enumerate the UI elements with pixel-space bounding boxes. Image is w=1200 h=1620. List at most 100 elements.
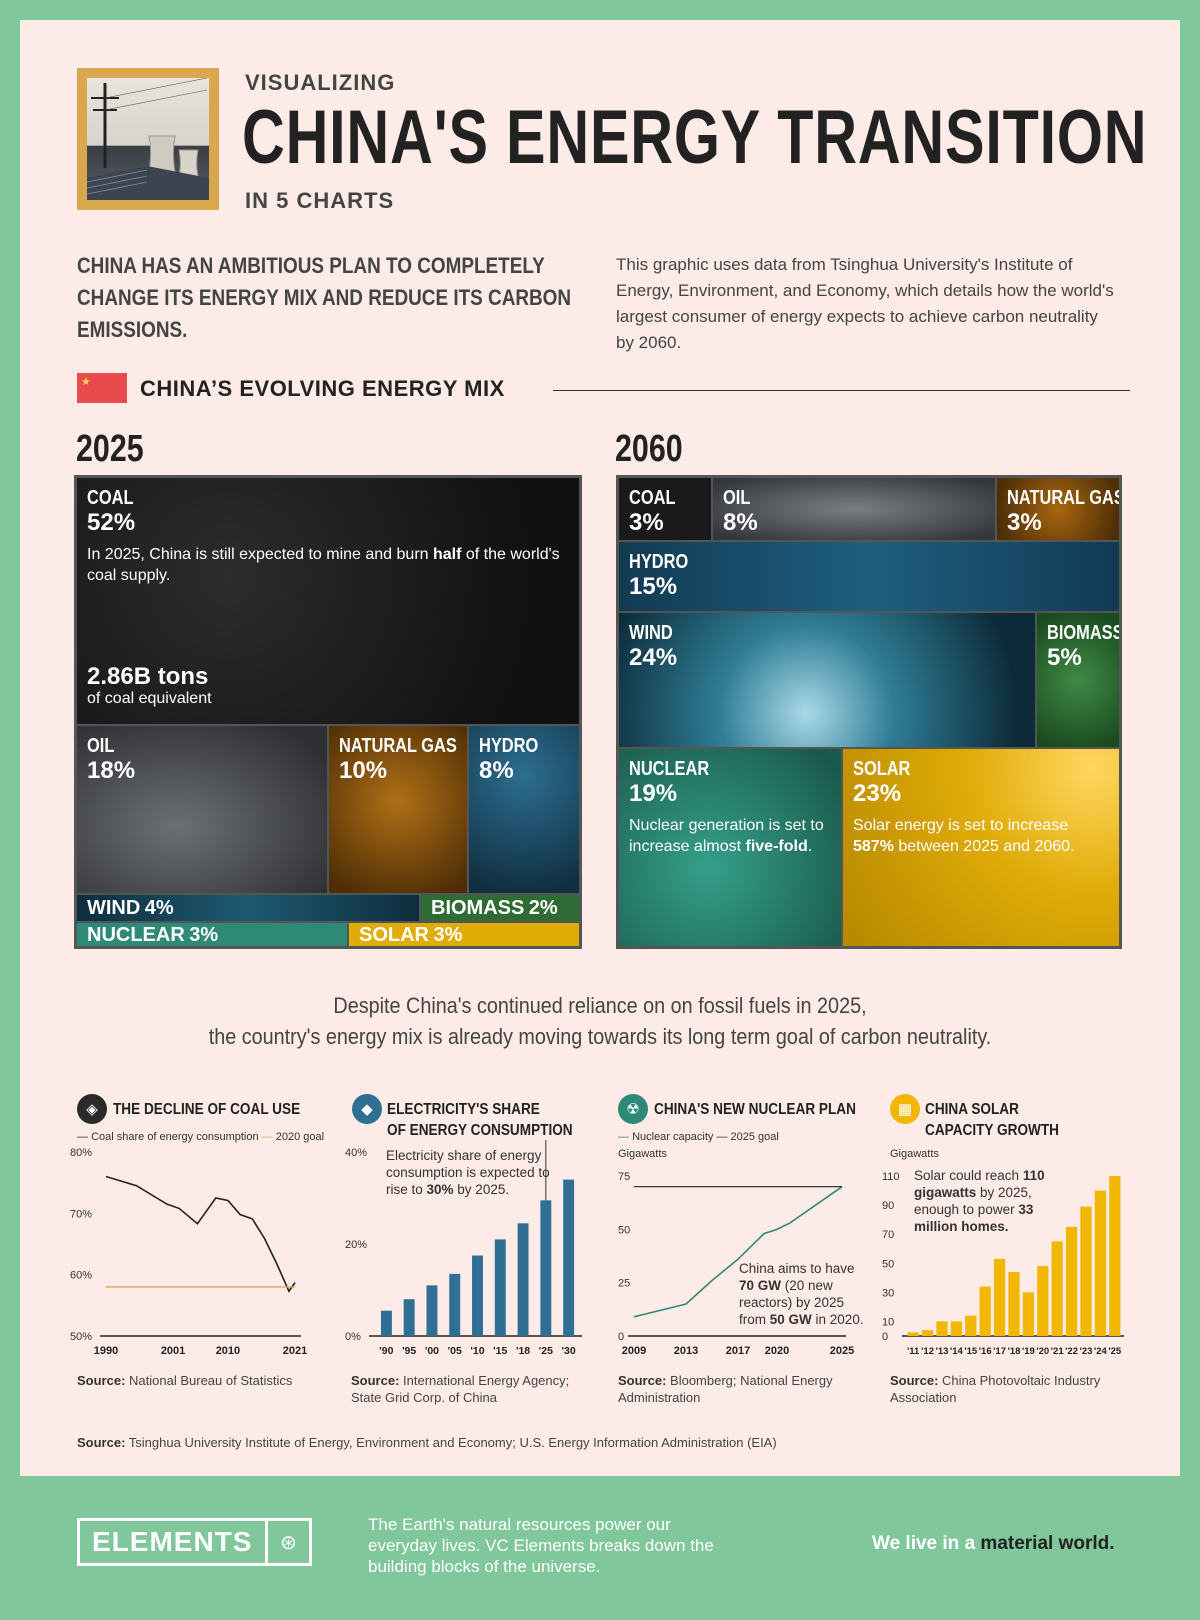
china-flag-icon <box>77 373 127 403</box>
tile-2060-biomass: BIOMASS 5% <box>1037 613 1119 747</box>
coal-stat-value: 2.86B tons <box>87 663 209 690</box>
treemap-2025: COAL 52% In 2025, China is still expecte… <box>74 475 582 949</box>
main-source: Source: Tsinghua University Institute of… <box>77 1435 777 1450</box>
radiation-icon: ☢ <box>618 1094 648 1124</box>
bar <box>426 1285 438 1336</box>
summary-line-1: Despite China's continued reliance on on… <box>333 993 867 1018</box>
tile-value: 15% <box>629 573 678 600</box>
x-tick-label: '23 <box>1080 1346 1093 1357</box>
header-kicker: VISUALIZING <box>245 70 396 95</box>
y-tick-label: 20% <box>345 1239 367 1251</box>
bar <box>380 1310 392 1336</box>
footer-description: The Earth's natural resources power our … <box>368 1515 714 1576</box>
y-tick-label: 0% <box>345 1331 361 1343</box>
header-photo-frame <box>77 68 219 210</box>
x-tick-label: '11 <box>907 1346 920 1357</box>
tile-2025-hydro: HYDRO 8% <box>469 726 579 893</box>
nuclear-description: Nuclear generation is set to increase al… <box>629 817 824 855</box>
solar-chart-title: CHINA SOLAR CAPACITY GROWTH <box>925 1101 1059 1139</box>
power-plant-icon <box>87 78 209 200</box>
coal-chart-title: THE DECLINE OF COAL USE <box>113 1101 301 1118</box>
tile-value: 4% <box>144 897 174 919</box>
y-tick-label: 75 <box>618 1171 630 1183</box>
x-tick-label: '20 <box>1036 1346 1049 1357</box>
x-tick-label: 2017 <box>726 1345 750 1357</box>
tile-label: NATURAL GAS <box>1007 487 1119 509</box>
x-tick-label: '13 <box>936 1346 949 1357</box>
bar <box>1008 1272 1020 1336</box>
bar <box>1094 1190 1107 1336</box>
x-tick-label: '24 <box>1094 1346 1108 1357</box>
solar-panel-icon: ▦ <box>890 1094 920 1124</box>
bar <box>921 1330 934 1336</box>
tile-2025-natural-gas: NATURAL GAS 10% <box>329 726 467 893</box>
tile-2060-nuclear: NUCLEAR 19% Nuclear generation is set to… <box>619 749 841 946</box>
x-tick-label: '15 <box>964 1346 978 1357</box>
tile-label: SOLAR <box>853 758 911 780</box>
tile-2025-biomass: BIOMASS 2% <box>421 895 579 921</box>
coal-chart-legend: — Coal share of energy consumption — 202… <box>77 1131 325 1143</box>
tile-2060-coal: COAL 3% <box>619 478 711 540</box>
summary-text: Despite China's continued reliance on on… <box>60 990 1140 1052</box>
x-tick-label: '16 <box>979 1346 992 1357</box>
elements-logo: ELEMENTS ⊛ <box>77 1518 312 1566</box>
tile-label: OIL <box>723 487 751 509</box>
intro-description: This graphic uses data from Tsinghua Uni… <box>616 255 1114 352</box>
electricity-chart-source: Source: International Energy Agency; Sta… <box>351 1373 570 1405</box>
x-tick-label: 2001 <box>161 1345 185 1357</box>
x-tick-label: '18 <box>1008 1346 1021 1357</box>
bar <box>517 1223 529 1336</box>
tile-value: 24% <box>629 644 678 671</box>
solar-chart-source: Source: China Photovoltaic Industry Asso… <box>890 1373 1101 1405</box>
bar <box>449 1273 461 1336</box>
y-tick-label: 40% <box>345 1147 367 1159</box>
x-tick-label: '90 <box>379 1345 393 1357</box>
tile-label: COAL <box>629 487 676 509</box>
x-tick-label: 2020 <box>765 1345 789 1357</box>
tile-value: 3% <box>1007 509 1042 536</box>
brand-name: ELEMENTS <box>92 1526 253 1557</box>
tile-2025-wind: WIND 4% <box>77 895 419 921</box>
tile-2025-coal: COAL 52% In 2025, China is still expecte… <box>77 478 579 724</box>
tile-label: OIL <box>87 735 115 757</box>
bar <box>965 1315 977 1336</box>
x-tick-label: '25 <box>539 1345 553 1357</box>
tile-value: 18% <box>87 757 136 784</box>
y-tick-label: 60% <box>70 1270 92 1282</box>
bar <box>993 1258 1006 1336</box>
tile-2025-nuclear: NUCLEAR 3% <box>77 923 347 946</box>
bar <box>1037 1266 1049 1336</box>
y-tick-label: 70 <box>882 1229 894 1241</box>
y-tick-label: 0 <box>882 1331 888 1343</box>
tile-label: HYDRO <box>629 551 689 573</box>
tile-label: NATURAL GAS <box>339 735 457 757</box>
y-tick-label: 50% <box>70 1331 92 1343</box>
x-tick-label: 2025 <box>830 1345 854 1357</box>
bar <box>563 1179 575 1336</box>
x-tick-label: '15 <box>493 1345 507 1357</box>
tile-label: BIOMASS <box>431 897 525 919</box>
bar <box>540 1200 552 1336</box>
intro-headline: CHINA HAS AN AMBITIOUS PLAN TO COMPLETEL… <box>77 253 572 342</box>
tile-label: NUCLEAR <box>629 758 710 780</box>
y-tick-label: 10 <box>882 1316 894 1328</box>
treemap-2060: COAL 3% OIL 8% NATURAL GAS 3% HYDRO 15% … <box>616 475 1122 949</box>
bar <box>1051 1241 1063 1336</box>
coal-stat: 2.86B tons of coal equivalent <box>87 664 212 708</box>
elements-mark-icon: ⊛ <box>265 1521 309 1563</box>
footer-tagline: We live in a material world. <box>872 1533 1115 1554</box>
tile-2025-solar: SOLAR 3% <box>349 923 579 946</box>
x-tick-label: 2021 <box>283 1345 307 1357</box>
bar <box>494 1239 506 1336</box>
nuclear-chart-source: Source: Bloomberg; National Energy Admin… <box>618 1373 833 1405</box>
bar <box>936 1321 948 1336</box>
coal-description: In 2025, China is still expected to mine… <box>87 546 560 584</box>
tile-2060-wind: WIND 24% <box>619 613 1035 747</box>
tile-value: 5% <box>1047 644 1082 671</box>
bar <box>979 1286 991 1336</box>
tile-2025-oil: OIL 18% <box>77 726 327 893</box>
bar <box>1065 1226 1078 1336</box>
tile-2060-hydro: HYDRO 15% <box>619 542 1119 611</box>
bar <box>950 1321 963 1336</box>
x-tick-label: 2010 <box>216 1345 240 1357</box>
